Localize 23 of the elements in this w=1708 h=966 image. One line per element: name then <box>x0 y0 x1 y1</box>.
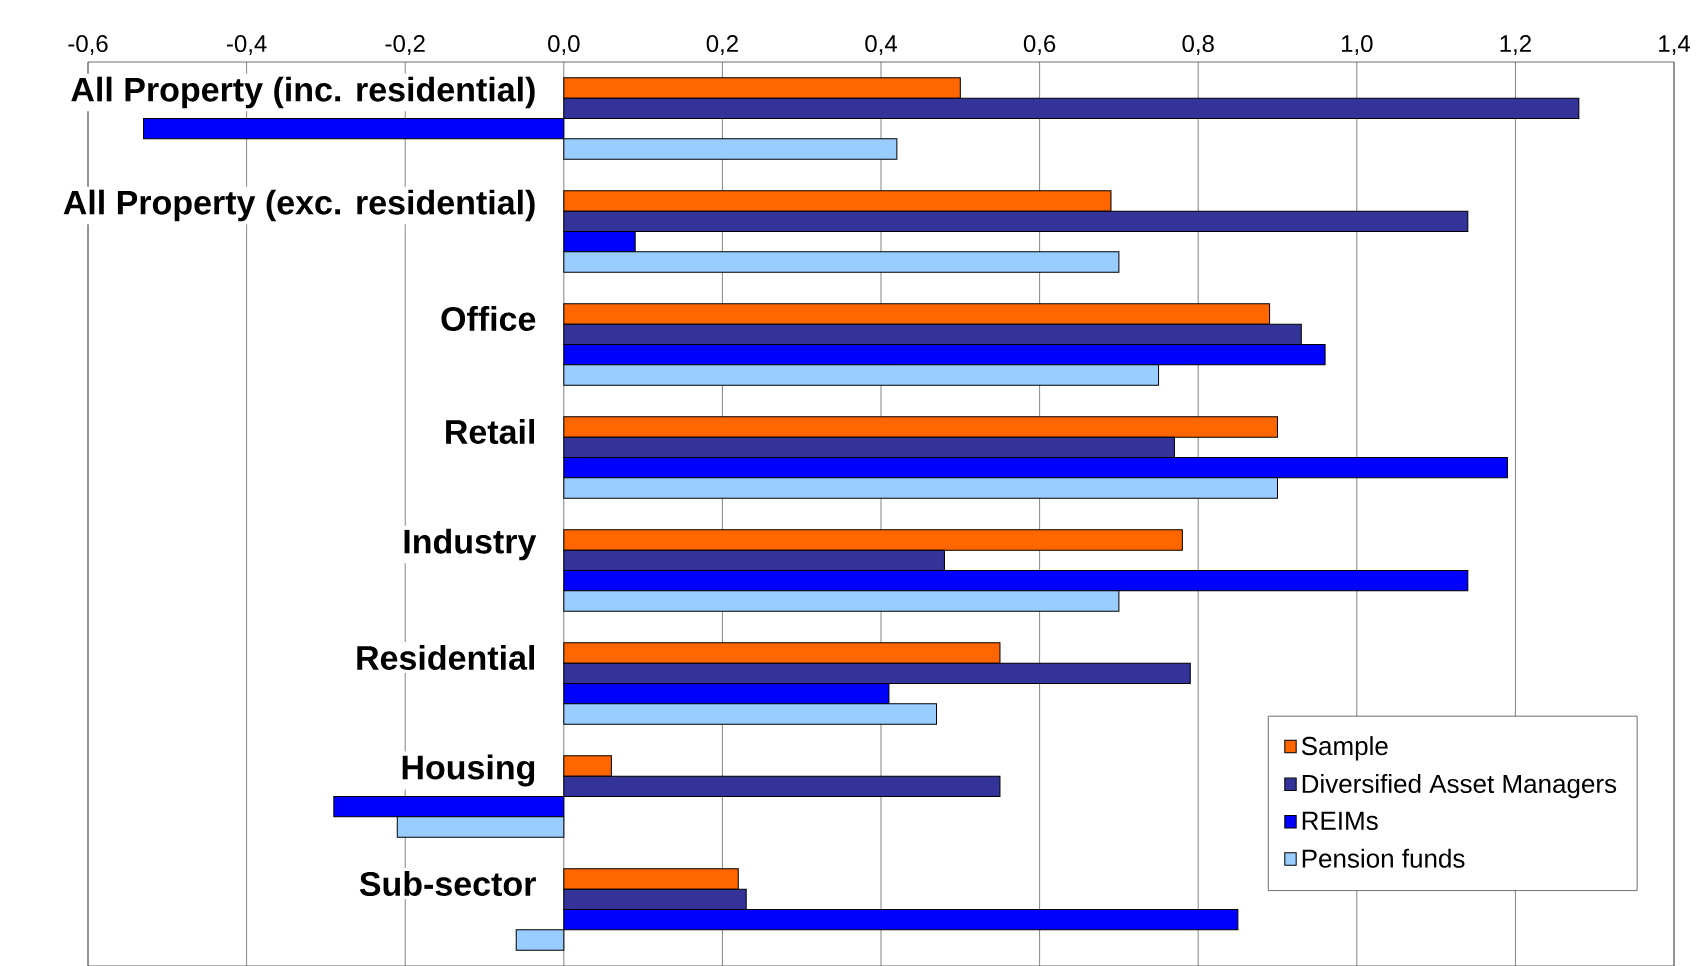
x-tick-label: 0,6 <box>1023 34 1056 55</box>
x-tick-label: 0,8 <box>1182 34 1214 55</box>
y-tick-label: Housing <box>402 754 535 787</box>
legend-label: Diversified Asset Managers <box>1302 773 1617 799</box>
x-tick-label: 0,0 <box>548 34 580 55</box>
x-tick-label: -0,2 <box>385 34 425 55</box>
x-tick-label: 1,0 <box>1341 34 1373 55</box>
x-tick-label: 0,4 <box>865 34 897 55</box>
legend-label: Pension funds <box>1302 848 1465 868</box>
x-tick-label: 0,2 <box>706 34 738 55</box>
x-tick-label: -0,4 <box>227 34 267 55</box>
x-tick-label: -0,6 <box>68 34 108 55</box>
y-tick-label: Industry <box>404 528 537 561</box>
y-tick-label: Residential <box>357 644 534 670</box>
x-tick-label: 1,2 <box>1500 34 1531 55</box>
y-tick-label: All Property (exc. residential) <box>63 189 535 222</box>
y-tick-label: Office <box>441 305 536 331</box>
legend-label: REIMs <box>1302 811 1378 830</box>
x-tick-label: 1,4 <box>1659 35 1690 55</box>
y-tick-label: All Property (inc. residential) <box>71 76 535 109</box>
legend-label: Sample <box>1301 735 1388 761</box>
y-tick-label: Retail <box>446 418 534 444</box>
y-tick-label: Sub-sector <box>359 870 536 896</box>
